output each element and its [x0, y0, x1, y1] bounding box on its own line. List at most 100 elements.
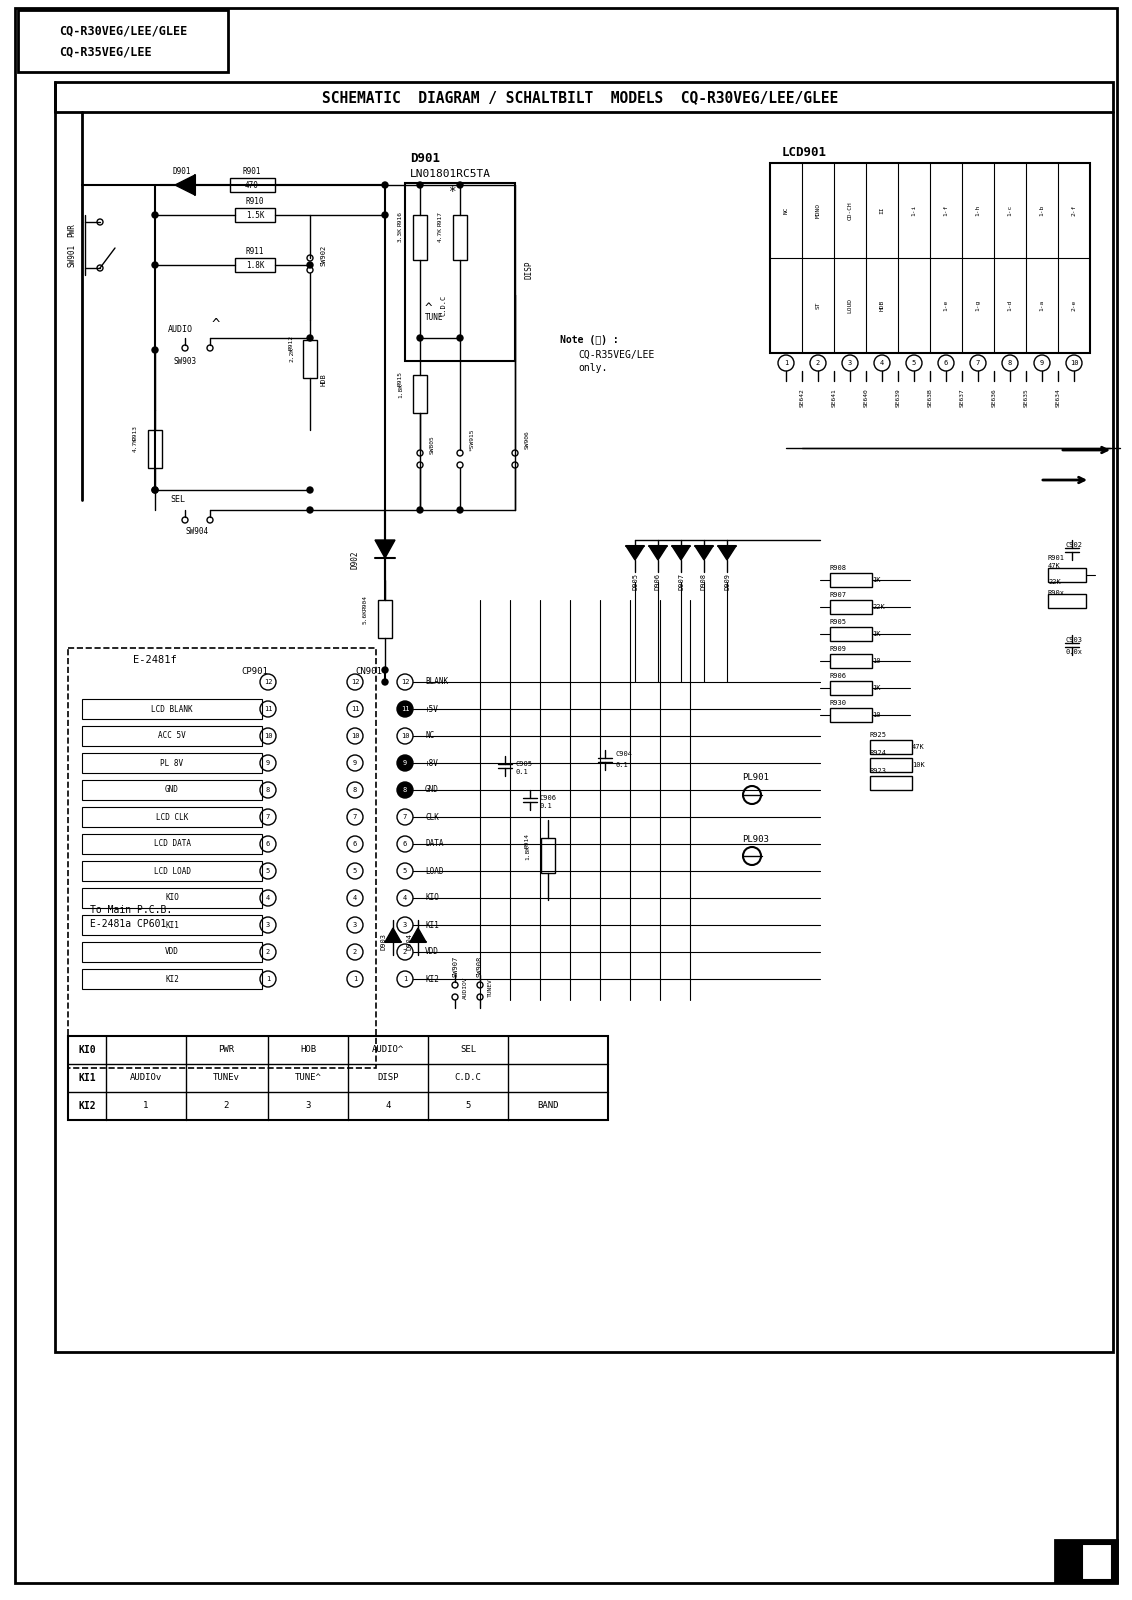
Text: TUNEv: TUNEv	[213, 1074, 240, 1083]
Text: 9: 9	[266, 760, 271, 766]
Bar	[68, 1037, 608, 1120]
Text: KI1: KI1	[165, 920, 179, 930]
Bar	[830, 573, 872, 587]
Text: HDB: HDB	[880, 299, 884, 310]
Bar	[82, 861, 261, 882]
Text: 1.8K: 1.8K	[246, 261, 264, 269]
Bar	[871, 758, 912, 773]
Text: CD-CH: CD-CH	[848, 202, 852, 219]
Text: C902: C902	[1065, 542, 1082, 547]
Text: VDD: VDD	[165, 947, 179, 957]
Text: PWR: PWR	[68, 222, 77, 237]
Text: D903: D903	[381, 933, 387, 950]
Text: 1: 1	[353, 976, 357, 982]
Text: 10: 10	[872, 712, 881, 718]
Text: 0.1: 0.1	[540, 803, 552, 810]
Text: 12: 12	[351, 678, 359, 685]
Bar	[55, 82, 1113, 1352]
Bar	[830, 600, 872, 614]
Circle shape	[417, 507, 423, 514]
Text: SE642: SE642	[799, 387, 805, 406]
Text: 4.7K: 4.7K	[132, 437, 138, 453]
Text: 2: 2	[266, 949, 271, 955]
Text: +8V: +8V	[424, 758, 439, 768]
Bar	[82, 888, 261, 909]
Text: 1: 1	[266, 976, 271, 982]
Text: +5V: +5V	[424, 704, 439, 714]
Text: R923: R923	[871, 768, 887, 774]
Text: CLK: CLK	[424, 813, 439, 821]
Text: PWR: PWR	[218, 1045, 234, 1054]
Text: LCD DATA: LCD DATA	[154, 840, 190, 848]
Text: LCD CLK: LCD CLK	[156, 813, 188, 821]
Text: To Main P.C.B.: To Main P.C.B.	[91, 906, 172, 915]
Text: LCD LOAD: LCD LOAD	[154, 867, 190, 875]
Text: 3: 3	[306, 1101, 310, 1110]
Text: 5.6K: 5.6K	[363, 608, 368, 624]
Text: CQ-R35VEG/LEE: CQ-R35VEG/LEE	[578, 350, 654, 360]
Polygon shape	[695, 546, 713, 560]
Text: R905: R905	[830, 619, 847, 626]
Text: 7: 7	[353, 814, 357, 819]
Bar	[770, 163, 1090, 354]
Text: CN901: CN901	[355, 667, 381, 677]
Text: LCD901: LCD901	[782, 146, 827, 158]
Text: 11: 11	[351, 706, 359, 712]
Circle shape	[152, 486, 158, 493]
Text: 1.8K: 1.8K	[398, 384, 403, 398]
Text: 1-f: 1-f	[943, 205, 949, 216]
Bar	[1082, 1544, 1112, 1581]
Text: 1K: 1K	[872, 578, 881, 582]
Bar	[1048, 594, 1086, 608]
Text: D904: D904	[406, 933, 412, 950]
Circle shape	[417, 182, 423, 187]
Text: 5: 5	[353, 867, 357, 874]
Text: 12: 12	[401, 678, 410, 685]
Text: 8: 8	[353, 787, 357, 794]
Circle shape	[381, 211, 388, 218]
Text: 1-b: 1-b	[1039, 205, 1045, 216]
Text: D901: D901	[410, 152, 440, 165]
Bar	[871, 776, 912, 790]
Text: PL 8V: PL 8V	[161, 758, 183, 768]
Polygon shape	[385, 928, 401, 942]
Text: C903: C903	[1065, 637, 1082, 643]
Text: 5: 5	[465, 1101, 471, 1110]
Text: R911: R911	[246, 248, 264, 256]
Text: 1: 1	[783, 360, 788, 366]
Bar	[82, 970, 261, 989]
Text: 1-e: 1-e	[943, 299, 949, 310]
Text: KI1: KI1	[78, 1074, 96, 1083]
Circle shape	[381, 182, 388, 187]
Text: 1.5K: 1.5K	[246, 211, 264, 219]
Text: ST: ST	[815, 302, 821, 309]
Text: SW901: SW901	[68, 243, 77, 267]
Circle shape	[152, 486, 158, 493]
Text: R916: R916	[398, 211, 403, 226]
Text: 4: 4	[353, 894, 357, 901]
Text: 0.0x: 0.0x	[1065, 650, 1082, 654]
Text: R901: R901	[242, 168, 261, 176]
Text: KI0: KI0	[78, 1045, 96, 1054]
Text: 9: 9	[403, 760, 408, 766]
Bar	[830, 627, 872, 642]
Bar	[68, 648, 376, 1069]
Text: DATA: DATA	[424, 840, 444, 848]
Text: SW902: SW902	[320, 245, 326, 266]
Circle shape	[457, 182, 463, 187]
Bar	[82, 726, 261, 746]
Text: SW903: SW903	[173, 357, 197, 366]
Text: 47K: 47K	[912, 744, 925, 750]
Text: R901: R901	[1048, 555, 1065, 562]
Text: LOAD: LOAD	[424, 867, 444, 875]
Text: R914: R914	[525, 832, 530, 848]
Text: KI2: KI2	[165, 974, 179, 984]
Text: 22K: 22K	[1048, 579, 1061, 586]
Text: 4: 4	[266, 894, 271, 901]
Text: NC: NC	[783, 206, 789, 214]
Bar	[235, 258, 275, 272]
Text: 10: 10	[1070, 360, 1079, 366]
Bar	[18, 10, 228, 72]
Text: 10: 10	[401, 733, 410, 739]
Bar	[148, 430, 162, 467]
